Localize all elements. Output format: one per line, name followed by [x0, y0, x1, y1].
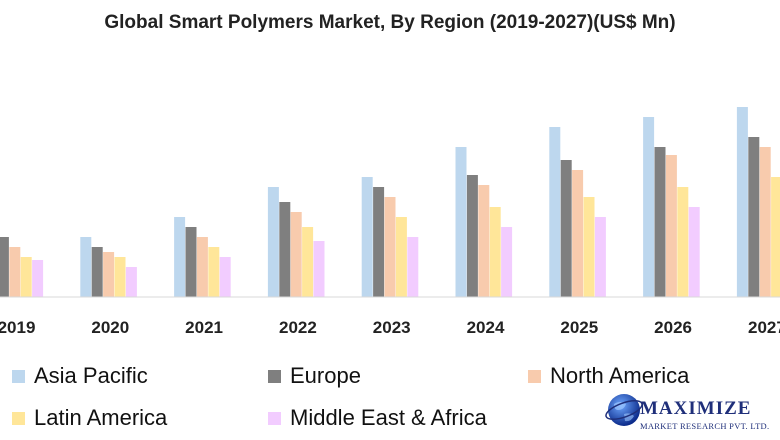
- bar-north-america-2019: [9, 247, 21, 297]
- bar-north-america-2024: [478, 185, 490, 297]
- legend-label: Europe: [290, 363, 361, 388]
- bar-europe-2021: [185, 227, 197, 297]
- legend-swatch: [268, 369, 281, 383]
- bar-latin-america-2026: [677, 187, 689, 297]
- x-tick-label-2019: 2019: [0, 318, 35, 337]
- bar-north-america-2022: [290, 212, 302, 297]
- legend-label: Latin America: [34, 405, 168, 430]
- bar-middle-east-africa-2024: [501, 227, 513, 297]
- bar-middle-east-africa-2026: [688, 207, 700, 297]
- bar-europe-2023: [373, 187, 385, 297]
- bar-middle-east-africa-2022: [313, 241, 325, 297]
- bar-latin-america-2020: [114, 257, 126, 297]
- bar-middle-east-africa-2021: [219, 257, 231, 297]
- bar-asia-pacific-2021: [174, 217, 186, 297]
- bar-middle-east-africa-2025: [594, 217, 606, 297]
- bar-latin-america-2023: [395, 217, 407, 297]
- legend-label: Asia Pacific: [34, 363, 148, 388]
- legend-swatch: [528, 369, 541, 383]
- chart-title: Global Smart Polymers Market, By Region …: [104, 12, 676, 33]
- x-tick-label-2022: 2022: [279, 318, 317, 337]
- bar-asia-pacific-2020: [80, 237, 92, 297]
- legend-label: North America: [550, 363, 690, 388]
- bar-europe-2019: [0, 237, 9, 297]
- bar-latin-america-2027: [771, 177, 780, 297]
- bar-north-america-2025: [572, 170, 584, 297]
- x-tick-label-2027: 2027: [748, 318, 780, 337]
- bar-europe-2022: [279, 202, 291, 297]
- globe-icon: [605, 394, 643, 426]
- bar-north-america-2026: [665, 155, 677, 297]
- bar-chart: 2019 2020 2021 2022 2023 2024 2025 2026 2027: [0, 107, 780, 337]
- bar-europe-2027: [748, 137, 760, 297]
- logo-name: MAXIMIZE: [640, 398, 752, 419]
- bar-latin-america-2019: [20, 257, 32, 297]
- bar-latin-america-2022: [302, 227, 314, 297]
- legend-item-europe: Europe: [268, 363, 361, 389]
- logo-subtitle: MARKET RESEARCH PVT. LTD.: [640, 421, 770, 431]
- bar-europe-2020: [91, 247, 103, 297]
- bar-latin-america-2025: [583, 197, 595, 297]
- bar-north-america-2020: [103, 252, 115, 297]
- bars-group: [0, 107, 780, 297]
- bar-middle-east-africa-2020: [125, 267, 137, 297]
- x-tick-label-2026: 2026: [654, 318, 692, 337]
- bar-europe-2024: [466, 175, 478, 297]
- legend-item-latin-america: Latin America: [12, 405, 167, 431]
- x-tick-label-2021: 2021: [185, 318, 223, 337]
- legend-item-middle-east-africa: Middle East & Africa: [268, 405, 487, 431]
- bar-asia-pacific-2023: [361, 177, 373, 297]
- x-tick-labels: 2019 2020 2021 2022 2023 2024 2025 2026 2027: [0, 318, 780, 337]
- bar-latin-america-2021: [208, 247, 220, 297]
- bar-middle-east-africa-2023: [407, 237, 419, 297]
- legend-item-north-america: North America: [528, 363, 689, 389]
- bar-asia-pacific-2026: [643, 117, 655, 297]
- x-tick-label-2024: 2024: [467, 318, 505, 337]
- bar-north-america-2027: [759, 147, 771, 297]
- bar-europe-2025: [560, 160, 572, 297]
- x-tick-label-2025: 2025: [560, 318, 598, 337]
- x-tick-label-2020: 2020: [91, 318, 129, 337]
- bar-asia-pacific-2022: [267, 187, 279, 297]
- bar-asia-pacific-2027: [736, 107, 748, 297]
- bar-asia-pacific-2024: [455, 147, 467, 297]
- legend-swatch: [12, 369, 25, 383]
- bar-north-america-2023: [384, 197, 396, 297]
- company-logo: MAXIMIZE MARKET RESEARCH PVT. LTD.: [600, 388, 780, 440]
- bar-latin-america-2024: [489, 207, 501, 297]
- bar-middle-east-africa-2019: [32, 260, 44, 297]
- bar-europe-2026: [654, 147, 666, 297]
- legend-item-asia-pacific: Asia Pacific: [12, 363, 148, 389]
- legend-label: Middle East & Africa: [290, 405, 487, 430]
- legend-swatch: [268, 411, 281, 425]
- bar-north-america-2021: [196, 237, 208, 297]
- x-tick-label-2023: 2023: [373, 318, 411, 337]
- legend: Asia Pacific Europe North America Latin Ame…: [0, 355, 780, 435]
- legend-swatch: [12, 411, 25, 425]
- bar-asia-pacific-2025: [549, 127, 561, 297]
